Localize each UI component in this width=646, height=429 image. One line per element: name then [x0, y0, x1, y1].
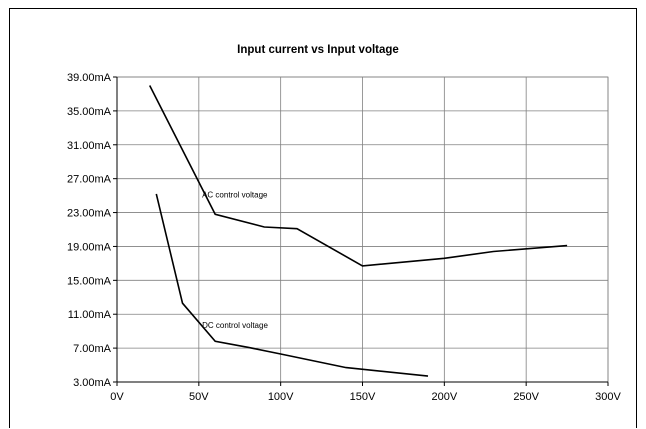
- y-tick-label: 39.00mA: [67, 72, 112, 84]
- chart-frame: Input current vs Input voltage 3.00mA 7.0…: [9, 8, 637, 428]
- y-tick-label: 27.00mA: [67, 174, 112, 186]
- series-annotation: DC control voltage: [202, 321, 268, 330]
- x-tick-label: 100V: [268, 391, 294, 403]
- line-chart: Input current vs Input voltage 3.00mA 7.0…: [67, 44, 622, 403]
- series-annotation: AC control voltage: [202, 190, 268, 199]
- series-line-ac-control-voltage: [148, 85, 568, 267]
- y-tick-label: 15.00mA: [67, 275, 112, 287]
- x-tick-label: 200V: [431, 391, 457, 403]
- x-tick-label: 0V: [110, 391, 124, 403]
- series-line-dc-control-voltage: [155, 193, 429, 377]
- y-tick-label: 19.00mA: [67, 241, 112, 253]
- y-tick-labels: 3.00mA 7.00mA 11.00mA 15.00mA 19.00mA 23.00mA…: [67, 72, 112, 389]
- y-tick-label: 7.00mA: [73, 343, 112, 355]
- y-tick-label: 3.00mA: [73, 377, 112, 389]
- y-tick-label: 35.00mA: [67, 106, 112, 118]
- x-tick-label: 250V: [513, 391, 539, 403]
- axes: [113, 76, 609, 386]
- series-lines: [148, 85, 568, 377]
- x-tick-label: 300V: [595, 391, 621, 403]
- x-tick-label: 150V: [350, 391, 376, 403]
- y-tick-label: 31.00mA: [67, 140, 112, 152]
- grid: [116, 76, 609, 383]
- y-tick-label: 23.00mA: [67, 208, 112, 220]
- y-tick-label: 11.00mA: [68, 309, 112, 321]
- chart-title: Input current vs Input voltage: [237, 44, 399, 56]
- x-tick-label: 50V: [189, 391, 209, 403]
- annotations: AC control voltage DC control voltage: [202, 190, 268, 329]
- x-tick-labels: 0V 50V 100V 150V 200V 250V 300V: [110, 391, 621, 403]
